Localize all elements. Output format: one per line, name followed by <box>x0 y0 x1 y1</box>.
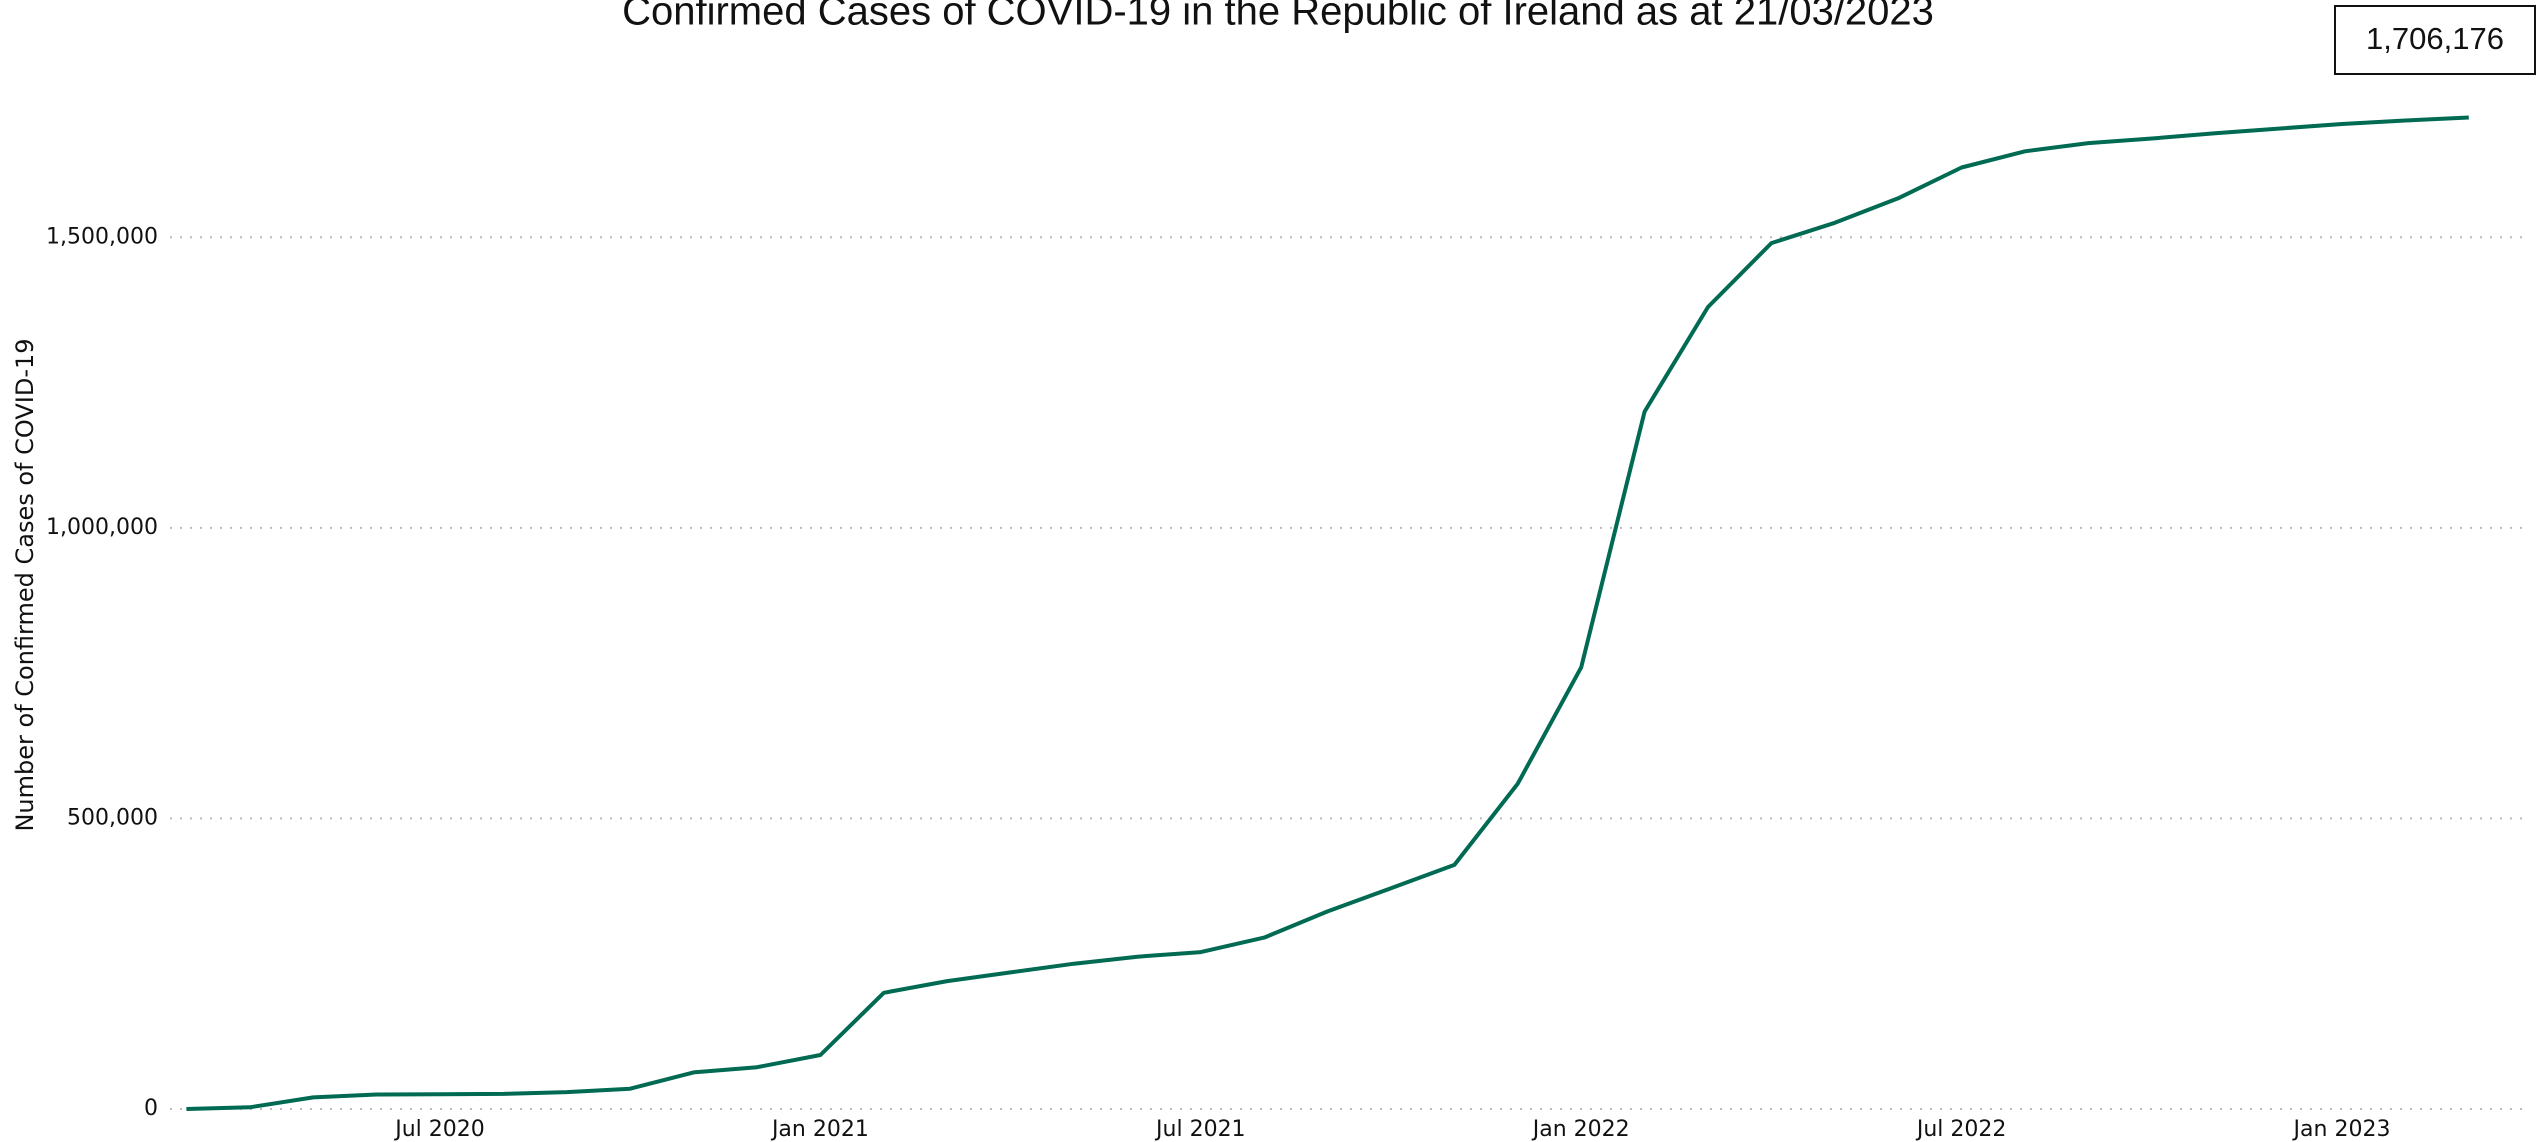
x-tick-label: Jul 2022 <box>1915 1117 2007 1142</box>
y-tick-label: 0 <box>144 1096 158 1121</box>
x-tick-label: Jan 2023 <box>2292 1117 2391 1142</box>
x-tick-label: Jul 2020 <box>393 1117 485 1142</box>
annotation-box <box>2334 5 2536 75</box>
annotation: 1,706,176 <box>2366 21 2504 56</box>
x-tick-label: Jan 2022 <box>1531 1117 1630 1142</box>
chart-title: Confirmed Cases of COVID-19 in the Repub… <box>622 0 1934 34</box>
y-axis-label: Number of Confirmed Cases of COVID-19 <box>11 338 39 831</box>
x-tick-label: Jul 2021 <box>1154 1117 1246 1142</box>
y-tick-label: 1,000,000 <box>46 515 158 540</box>
y-tick-label: 500,000 <box>67 805 158 830</box>
x-tick-label: Jan 2021 <box>770 1117 869 1142</box>
data-line <box>186 115 2469 1111</box>
y-tick-label: 1,500,000 <box>46 224 158 249</box>
